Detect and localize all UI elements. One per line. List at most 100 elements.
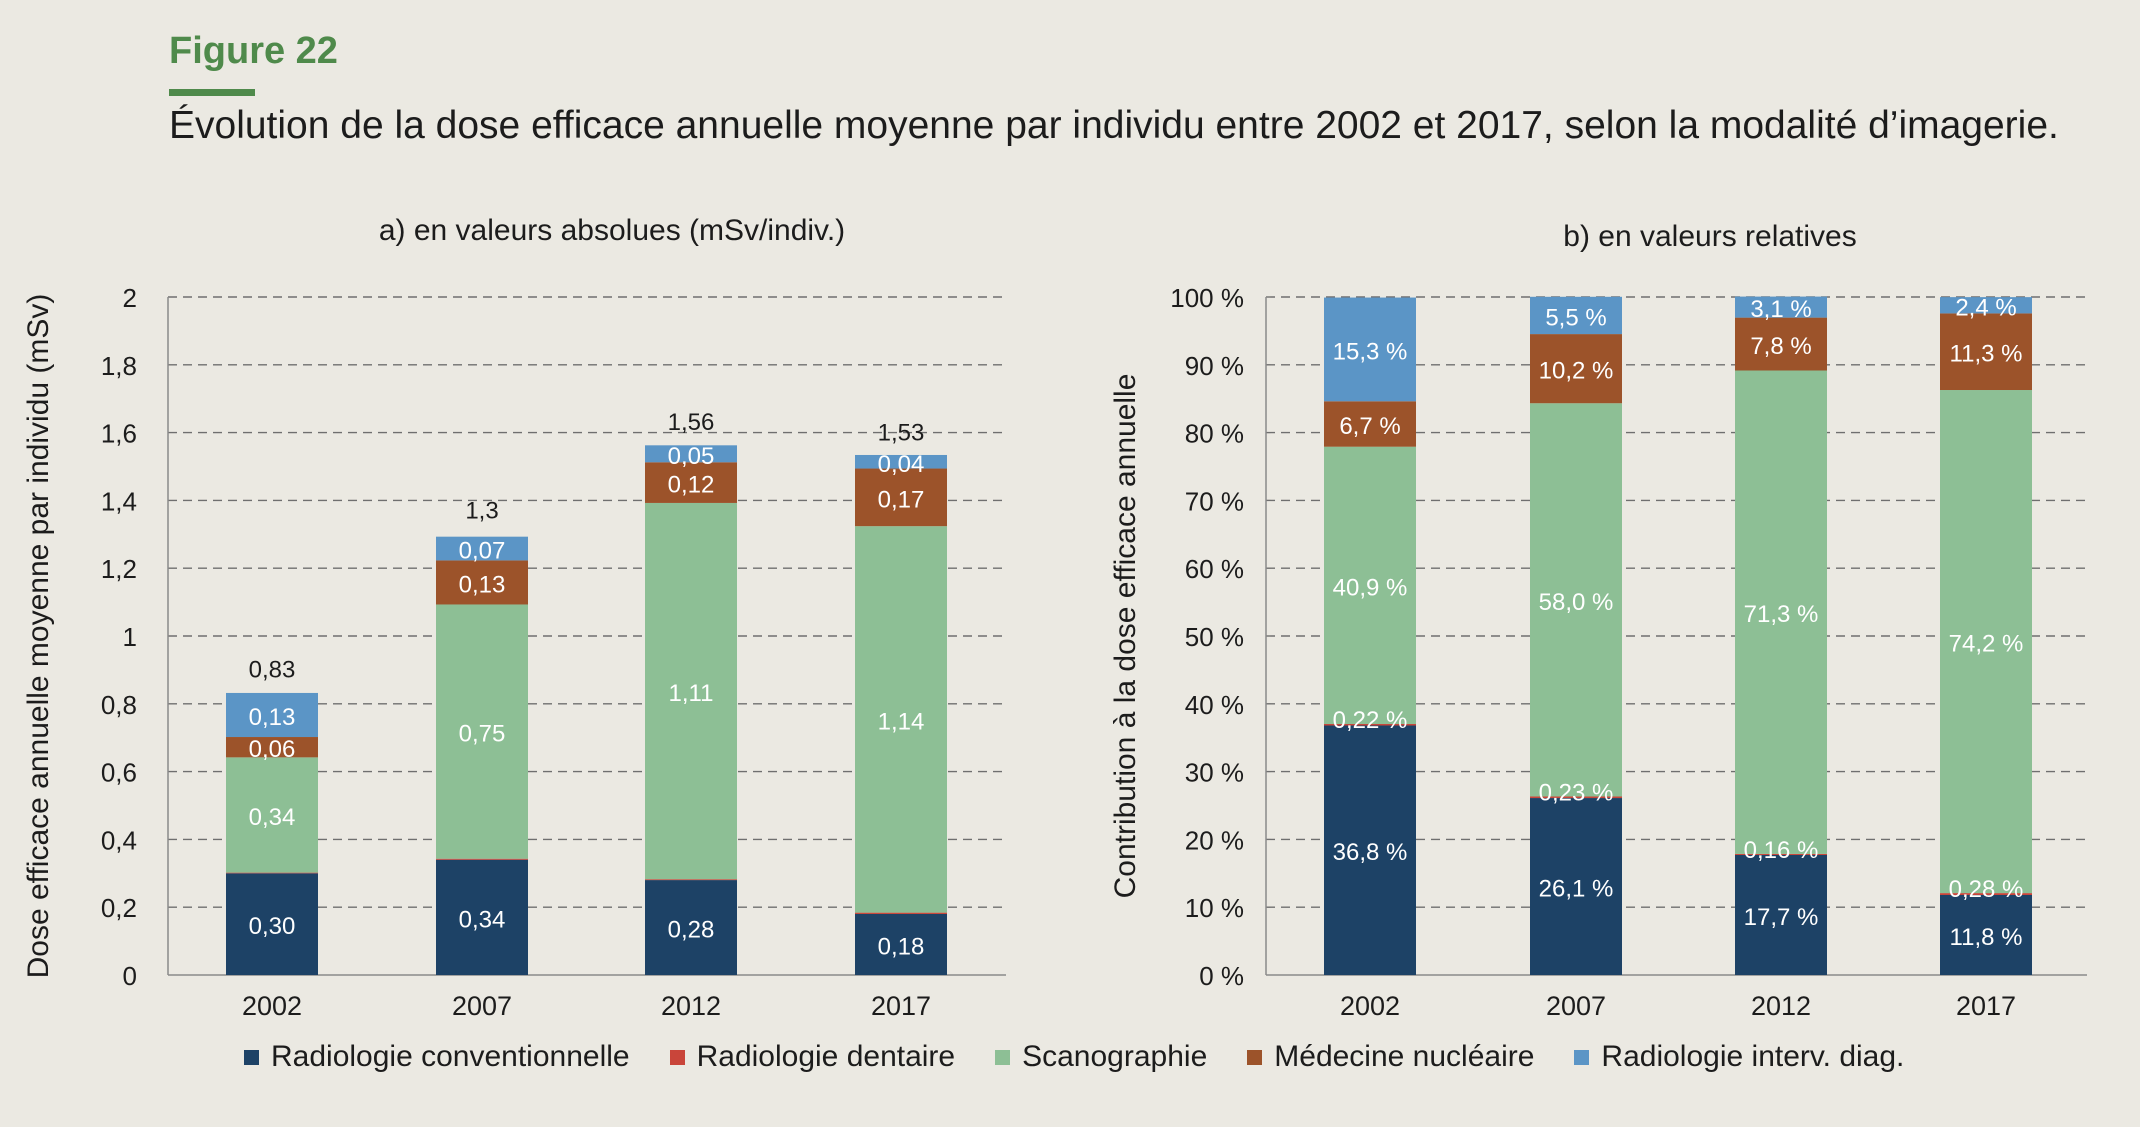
y-tick-label: 0 % <box>1199 961 1244 991</box>
chart-legend: Radiologie conventionnelle Radiologie de… <box>244 1040 1944 1074</box>
bar-segment <box>855 454 947 469</box>
x-tick-label: 2007 <box>1546 991 1606 1021</box>
y-tick-label: 90 % <box>1185 351 1244 381</box>
bar-segment <box>436 604 528 859</box>
data-label: 0,12 <box>668 472 715 499</box>
y-tick-label: 0,4 <box>101 825 137 855</box>
x-tick-label: 2012 <box>661 991 721 1021</box>
bar-segment <box>1940 390 2032 894</box>
bar-segment <box>1324 724 1416 726</box>
bar-segment <box>226 873 318 975</box>
figure-title: Évolution de la dose efficace annuelle m… <box>169 104 2059 147</box>
bar-segment <box>855 912 947 914</box>
y-axis-title: Contribution à la dose efficace annuelle <box>1109 374 1142 899</box>
bar-segment <box>1530 796 1622 799</box>
legend-label: Radiologie dentaire <box>696 1040 956 1073</box>
bar-segment <box>1530 334 1622 404</box>
bar-segment <box>1324 446 1416 725</box>
bar-segment <box>855 526 947 913</box>
data-label: 5,5 % <box>1545 304 1606 331</box>
y-tick-label: 2 <box>123 283 137 313</box>
legend-item-radiologie-conventionnelle: Radiologie conventionnelle <box>244 1040 630 1074</box>
data-label: 11,3 % <box>1950 341 2023 368</box>
bar-segment <box>645 445 737 463</box>
x-tick-label: 2007 <box>452 991 512 1021</box>
bar-segment <box>645 462 737 503</box>
legend-item-medecine-nucleaire: Médecine nucléaire <box>1247 1040 1534 1074</box>
y-tick-label: 0,8 <box>101 690 137 720</box>
bar-segment <box>1735 317 1827 371</box>
bar-segment <box>226 692 318 738</box>
bar-segment <box>226 737 318 758</box>
data-label: 74,2 % <box>1949 631 2024 658</box>
data-label: 36,8 % <box>1333 839 1408 866</box>
y-tick-label: 60 % <box>1185 554 1244 584</box>
data-label: 26,1 % <box>1539 876 1614 903</box>
y-tick-label: 50 % <box>1185 622 1244 652</box>
y-tick-label: 20 % <box>1185 825 1244 855</box>
data-label: 0,13 <box>249 704 296 731</box>
figure-label: Figure 22 <box>169 30 338 72</box>
data-label: 11,8 % <box>1950 924 2023 951</box>
legend-label: Radiologie interv. diag. <box>1601 1040 1905 1073</box>
figure-label-underline <box>169 89 255 96</box>
data-label: 0,23 % <box>1539 779 1614 806</box>
data-label: 0,22 % <box>1333 707 1408 734</box>
y-tick-label: 0,6 <box>101 758 137 788</box>
y-tick-label: 1,2 <box>101 554 137 584</box>
legend-label: Scanographie <box>1022 1040 1208 1073</box>
bar-segment <box>1940 894 2032 975</box>
data-label: 2,4 % <box>1955 294 2016 321</box>
total-label: 1,56 <box>668 409 715 436</box>
data-label: 0,04 <box>878 451 925 478</box>
data-label: 0,34 <box>249 804 296 831</box>
bar-segment <box>1940 313 2032 391</box>
data-label: 0,34 <box>459 906 506 933</box>
x-tick-label: 2017 <box>1956 991 2016 1021</box>
bar-segment <box>1940 893 2032 895</box>
data-label: 1,11 <box>669 680 714 707</box>
total-label: 0,83 <box>249 657 296 684</box>
x-tick-label: 2002 <box>1340 991 1400 1021</box>
chart-title: b) en valeurs relatives <box>1563 220 1856 253</box>
bar-segment <box>645 880 737 975</box>
data-label: 0,28 % <box>1949 876 2024 903</box>
total-label: 1,3 <box>465 497 498 524</box>
total-label: 1,53 <box>878 419 925 446</box>
data-label: 15,3 % <box>1333 338 1408 365</box>
legend-swatch <box>244 1049 259 1065</box>
bar-segment <box>1324 297 1416 402</box>
data-label: 0,16 % <box>1744 837 1819 864</box>
bar-segment <box>226 872 318 874</box>
legend-item-radiologie-interv-diag: Radiologie interv. diag. <box>1574 1040 1904 1074</box>
y-tick-label: 70 % <box>1185 486 1244 516</box>
y-tick-label: 10 % <box>1185 893 1244 923</box>
data-label: 6,7 % <box>1339 413 1400 440</box>
data-label: 0,18 <box>878 933 925 960</box>
bar-segment <box>1735 853 1827 855</box>
y-tick-label: 0,2 <box>101 893 137 923</box>
legend-label: Radiologie conventionnelle <box>271 1040 630 1073</box>
data-label: 0,07 <box>459 538 506 565</box>
y-tick-label: 40 % <box>1185 690 1244 720</box>
data-label: 3,1 % <box>1750 296 1811 323</box>
bar-segment <box>436 536 528 561</box>
data-label: 0,75 <box>459 721 506 748</box>
legend-swatch <box>995 1049 1011 1065</box>
y-tick-label: 0 <box>123 961 137 991</box>
bar-segment <box>1530 296 1622 335</box>
data-label: 0,13 <box>459 571 506 598</box>
data-label: 0,28 <box>668 917 715 944</box>
bar-segment <box>1324 725 1416 975</box>
x-tick-label: 2012 <box>1751 991 1811 1021</box>
bar-segment <box>1530 403 1622 797</box>
data-label: 0,30 <box>249 913 296 940</box>
data-label: 0,17 <box>878 486 925 513</box>
data-label: 0,06 <box>249 736 296 763</box>
data-label: 0,05 <box>668 443 715 470</box>
data-label: 17,7 % <box>1744 904 1819 931</box>
legend-label: Médecine nucléaire <box>1274 1040 1535 1073</box>
data-label: 7,8 % <box>1750 333 1811 360</box>
bar-segment <box>855 913 947 975</box>
